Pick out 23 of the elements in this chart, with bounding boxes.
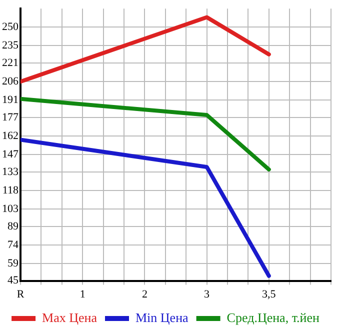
- y-tick-label: 103: [2, 202, 19, 215]
- y-tick-label: 162: [2, 130, 18, 142]
- y-tick-label: 147: [2, 148, 19, 160]
- legend-label: Max Цена: [42, 310, 98, 325]
- y-tick-label: 206: [2, 75, 19, 88]
- x-tick-label: 1: [80, 288, 86, 300]
- y-tick-label: 177: [2, 111, 19, 124]
- y-tick-label: 235: [2, 40, 19, 52]
- y-tick-label: 191: [2, 94, 18, 106]
- y-tick-label: 45: [8, 274, 19, 287]
- x-tick-label: 3,5: [262, 288, 276, 300]
- x-tick-label: 2: [142, 288, 148, 300]
- y-tick-label: 74: [8, 238, 19, 251]
- y-tick-label: 118: [2, 184, 19, 196]
- x-tick-label: R: [16, 288, 25, 300]
- y-tick-label: 59: [8, 257, 19, 270]
- x-tick-label: 3: [204, 288, 210, 300]
- y-tick-label: 221: [2, 56, 18, 69]
- y-tick-label: 133: [2, 166, 19, 178]
- legend-label: Сред.Цена, т.йен: [226, 310, 320, 325]
- y-tick-label: 89: [8, 220, 19, 232]
- y-tick-label: 250: [2, 21, 19, 34]
- legend-label: Min Цена: [136, 310, 189, 325]
